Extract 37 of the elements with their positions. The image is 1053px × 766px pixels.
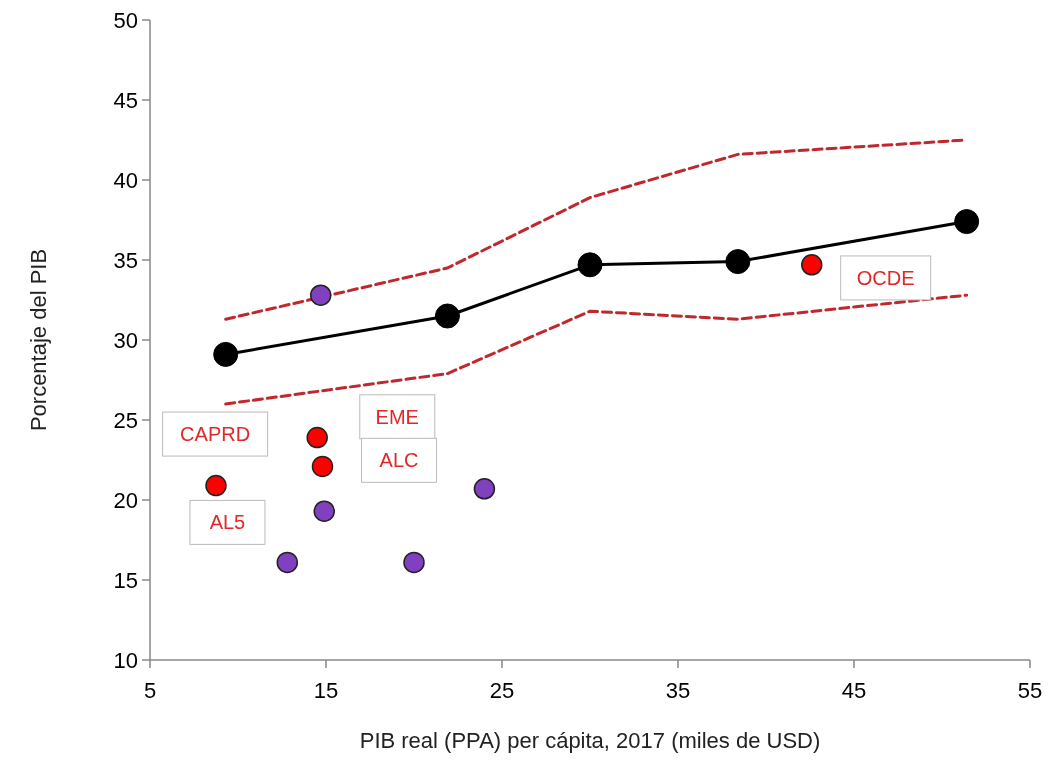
y-tick-label: 20 <box>113 487 138 513</box>
point <box>577 252 603 278</box>
annotation: EME <box>375 405 419 428</box>
x-axis-title: PIB real (PPA) per cápita, 2017 (miles de USD) <box>359 728 821 753</box>
point <box>403 551 425 574</box>
y-tick-label: 50 <box>113 7 138 33</box>
y-tick-label: 15 <box>113 567 138 593</box>
y-axis-title: Porcentaje del PIB <box>26 248 51 432</box>
x-tick-label: 55 <box>1017 678 1043 703</box>
point <box>725 249 751 275</box>
y-tick-label: 10 <box>113 647 138 673</box>
x-tick-label: 15 <box>313 678 339 703</box>
x-tick-label: 45 <box>841 678 867 703</box>
y-tick-label: 30 <box>113 327 138 353</box>
annotation: ALC <box>379 449 419 472</box>
x-tick-label: 5 <box>143 678 157 703</box>
point <box>306 426 328 449</box>
y-tick-label: 40 <box>113 167 138 193</box>
point <box>311 455 334 478</box>
annotation: CAPRD <box>180 423 251 446</box>
line-series <box>224 293 969 406</box>
point <box>801 254 823 276</box>
point <box>213 341 239 367</box>
point <box>313 500 335 522</box>
x-tick-label: 35 <box>665 678 691 703</box>
point <box>434 303 460 329</box>
point <box>205 474 227 497</box>
y-tick-label: 25 <box>113 407 138 433</box>
point <box>309 284 332 306</box>
y-tick-label: 35 <box>113 247 138 273</box>
y-tick-label: 45 <box>113 87 138 113</box>
point <box>473 478 496 500</box>
point <box>276 551 299 574</box>
point <box>954 209 980 235</box>
annotation: OCDE <box>856 266 915 289</box>
annotation: AL5 <box>209 511 246 534</box>
x-tick-label: 25 <box>489 678 515 703</box>
